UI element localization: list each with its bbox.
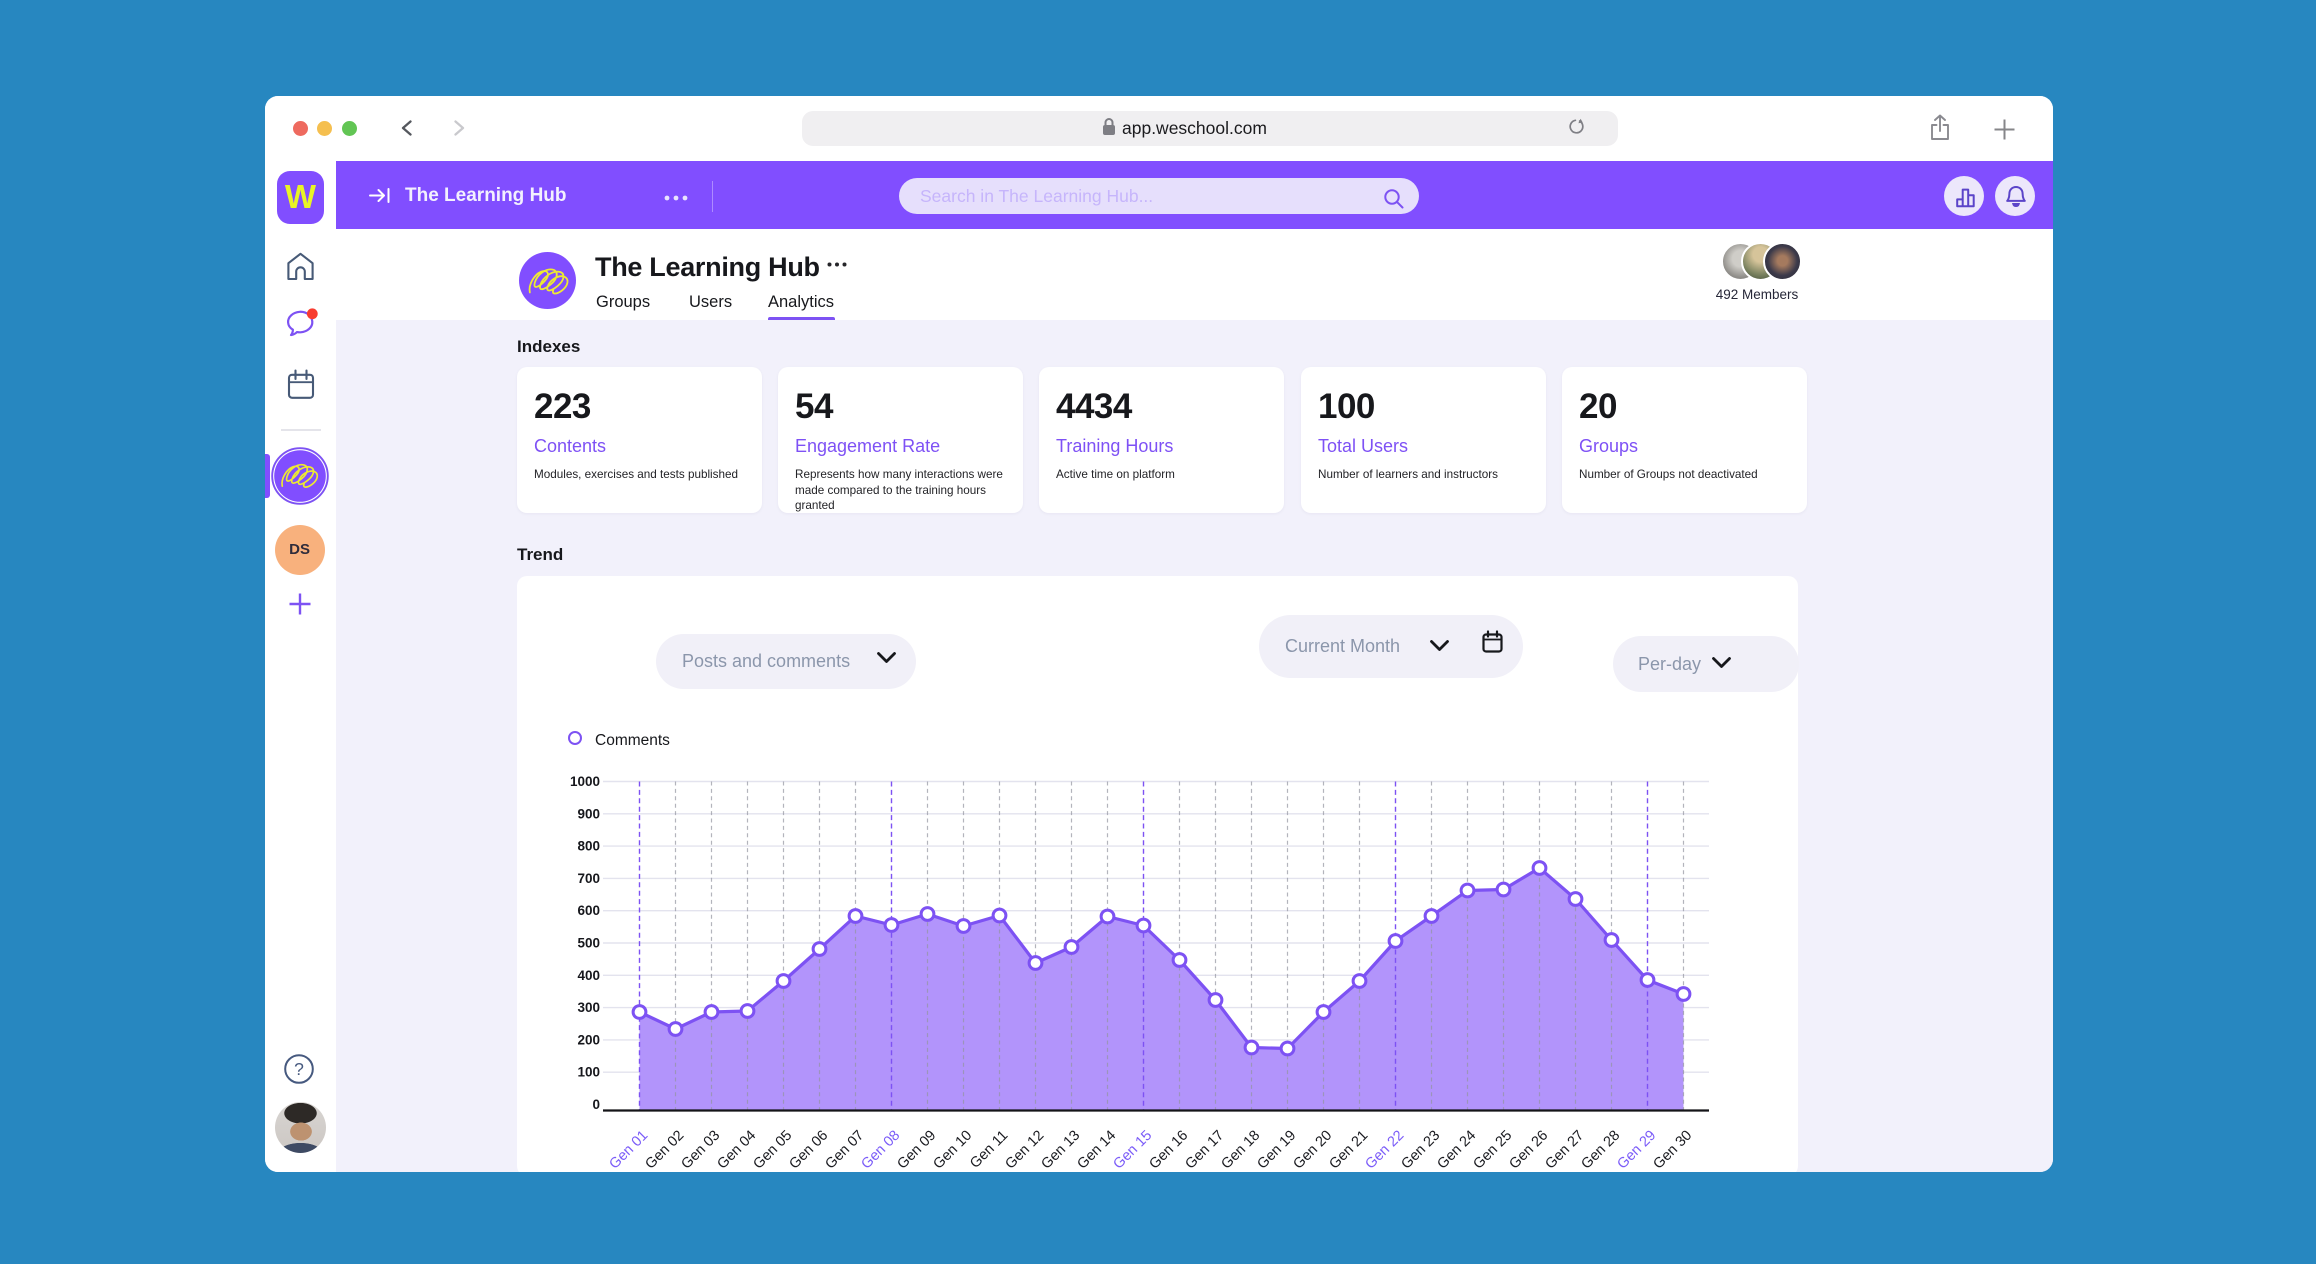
svg-text:Gen 06: Gen 06 — [786, 1128, 831, 1172]
svg-text:Gen 24: Gen 24 — [1434, 1128, 1479, 1172]
svg-text:Gen 15: Gen 15 — [1110, 1128, 1155, 1172]
svg-text:Gen 13: Gen 13 — [1038, 1128, 1083, 1172]
svg-text:Gen 09: Gen 09 — [894, 1128, 939, 1172]
svg-text:Gen 30: Gen 30 — [1650, 1128, 1695, 1172]
svg-text:Gen 10: Gen 10 — [930, 1128, 975, 1172]
svg-text:Gen 28: Gen 28 — [1578, 1128, 1623, 1172]
svg-text:Gen 08: Gen 08 — [858, 1128, 903, 1172]
svg-text:Gen 05: Gen 05 — [750, 1128, 795, 1172]
svg-text:Gen 11: Gen 11 — [967, 1128, 1011, 1172]
svg-text:Gen 25: Gen 25 — [1470, 1128, 1515, 1172]
svg-text:Gen 26: Gen 26 — [1506, 1128, 1551, 1172]
svg-text:Gen 18: Gen 18 — [1218, 1128, 1263, 1172]
svg-text:200: 200 — [577, 1032, 600, 1047]
svg-text:Gen 01: Gen 01 — [606, 1128, 651, 1172]
svg-text:Gen 23: Gen 23 — [1398, 1128, 1443, 1172]
svg-text:Gen 14: Gen 14 — [1074, 1128, 1119, 1172]
svg-text:Gen 02: Gen 02 — [642, 1128, 687, 1172]
svg-text:1000: 1000 — [570, 774, 600, 789]
svg-text:100: 100 — [577, 1065, 600, 1080]
svg-text:800: 800 — [577, 839, 600, 854]
svg-text:Gen 07: Gen 07 — [822, 1128, 867, 1172]
svg-text:Gen 27: Gen 27 — [1542, 1128, 1587, 1172]
svg-text:400: 400 — [577, 968, 600, 983]
svg-text:?: ? — [294, 1059, 304, 1079]
svg-text:Gen 20: Gen 20 — [1290, 1128, 1335, 1172]
svg-text:Gen 21: Gen 21 — [1326, 1128, 1371, 1172]
svg-text:900: 900 — [577, 806, 600, 821]
svg-text:Gen 17: Gen 17 — [1182, 1128, 1227, 1172]
svg-text:500: 500 — [577, 936, 600, 951]
svg-text:Gen 04: Gen 04 — [714, 1128, 759, 1172]
svg-text:Gen 03: Gen 03 — [678, 1128, 723, 1172]
svg-text:300: 300 — [577, 1000, 600, 1015]
svg-text:600: 600 — [577, 903, 600, 918]
svg-text:Gen 19: Gen 19 — [1254, 1128, 1299, 1172]
svg-text:0: 0 — [592, 1097, 600, 1112]
svg-text:Gen 22: Gen 22 — [1362, 1128, 1407, 1172]
svg-text:Gen 16: Gen 16 — [1146, 1128, 1191, 1172]
svg-text:Gen 12: Gen 12 — [1002, 1128, 1047, 1172]
svg-text:Gen 29: Gen 29 — [1614, 1128, 1659, 1172]
svg-text:700: 700 — [577, 871, 600, 886]
